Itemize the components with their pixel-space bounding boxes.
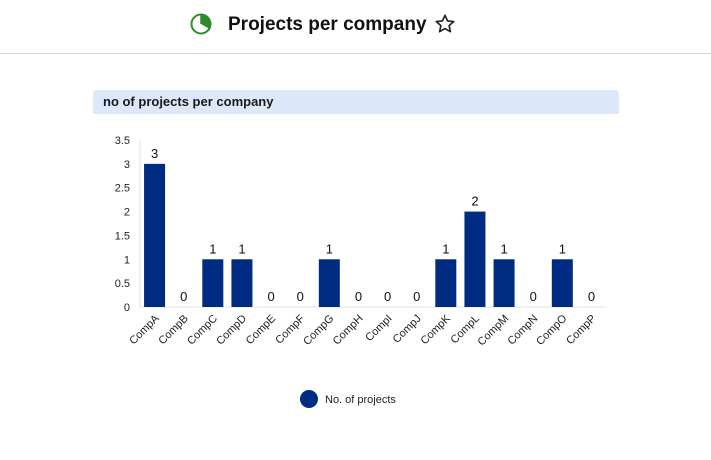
y-tick-label: 0.5 [115,278,130,290]
x-tick-label: CompD [214,313,249,348]
data-label: 1 [500,241,507,256]
x-tick-label: CompN [505,313,540,348]
data-label: 0 [355,289,362,304]
data-label: 0 [384,289,391,304]
y-tick-label: 1 [124,254,130,266]
legend-marker [300,390,318,408]
data-label: 1 [209,241,216,256]
x-tick-label: CompJ [391,313,424,346]
data-label: 1 [326,241,333,256]
data-label: 0 [530,289,537,304]
bar-compg [318,259,340,307]
x-tick-label: CompO [534,312,570,348]
bar-compk [435,259,457,307]
data-label: 0 [180,289,187,304]
panel-title: no of projects per company [103,94,274,109]
x-tick-label: CompM [475,313,511,349]
x-tick-label: CompE [244,313,278,347]
data-label: 1 [442,241,449,256]
x-tick-label: CompC [185,313,220,348]
data-label: 0 [297,289,304,304]
page-title: Projects per company [228,14,427,35]
star-outline-icon[interactable] [434,13,456,35]
x-tick-label: CompA [127,312,162,347]
y-tick-label: 0 [124,302,130,314]
y-tick-label: 2 [124,207,130,219]
x-tick-label: CompB [156,313,190,347]
y-tick-label: 3.5 [115,135,130,147]
x-tick-label: CompP [564,313,598,347]
bar-compm [493,259,515,307]
bar-compa [144,163,166,307]
y-tick-label: 3 [124,159,130,171]
bar-compd [231,259,253,307]
data-label: 1 [238,241,245,256]
legend-label: No. of projects [325,394,396,406]
x-tick-label: CompI [363,313,394,344]
data-label: 3 [151,146,158,161]
data-label: 0 [588,289,595,304]
x-tick-label: CompK [419,312,454,347]
panel-title-bar: no of projects per company [93,90,619,114]
pie-chart-icon [190,13,212,35]
data-label: 0 [413,289,420,304]
y-tick-label: 2.5 [115,183,130,195]
bar-compl [464,211,486,307]
data-label: 2 [471,194,478,209]
y-tick-label: 1.5 [115,230,130,242]
data-label: 0 [267,289,274,304]
bar-compc [202,259,224,307]
x-tick-label: CompH [331,313,366,348]
data-label: 1 [559,241,566,256]
x-tick-label: CompG [301,313,336,348]
page-header: Projects per company [0,0,711,54]
bar-compo [551,259,573,307]
